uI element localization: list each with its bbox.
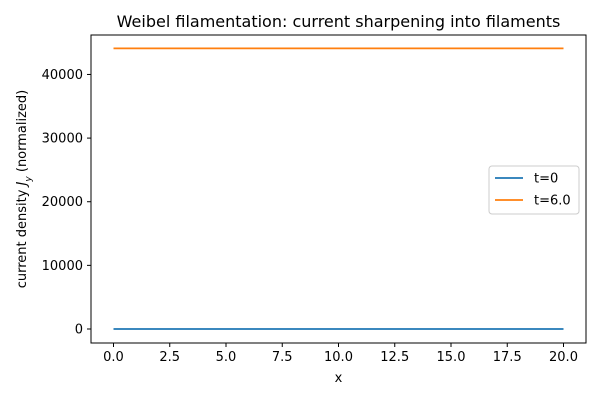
x-axis-label: x <box>335 371 343 386</box>
y-tick-label: 20000 <box>42 195 83 210</box>
series-layer <box>113 47 564 330</box>
x-tick-label: 5.0 <box>216 350 237 365</box>
legend-label-1: t=6.0 <box>534 194 571 209</box>
x-tick-label: 15.0 <box>437 350 466 365</box>
y-axis-label-prefix: current density <box>15 185 30 288</box>
legend-label-0: t=0 <box>534 172 558 187</box>
legend: t=0 t=6.0 <box>488 165 580 215</box>
chart-title: Weibel filamentation: current sharpening… <box>117 12 561 31</box>
y-tick-label: 30000 <box>42 132 83 147</box>
y-axis: 0 10000 20000 30000 40000 <box>42 68 91 338</box>
x-tick-label: 17.5 <box>493 350 522 365</box>
y-axis-label-suffix: (normalized) <box>15 90 30 177</box>
y-axis-label-sub: y <box>24 176 34 183</box>
y-tick-label: 10000 <box>42 259 83 274</box>
x-tick-label: 0.0 <box>103 350 124 365</box>
x-tick-label: 12.5 <box>380 350 409 365</box>
x-tick-label: 10.0 <box>324 350 353 365</box>
y-axis-label: current density Jy (normalized) <box>15 90 34 289</box>
y-tick-label: 40000 <box>42 68 83 83</box>
x-tick-label: 20.0 <box>549 350 578 365</box>
x-axis: 0.0 2.5 5.0 7.5 10.0 12.5 15.0 17.5 20.0 <box>103 343 578 365</box>
y-axis-label-var: J <box>15 181 30 188</box>
y-tick-label: 0 <box>75 323 83 338</box>
x-tick-label: 2.5 <box>159 350 180 365</box>
x-tick-label: 7.5 <box>272 350 293 365</box>
